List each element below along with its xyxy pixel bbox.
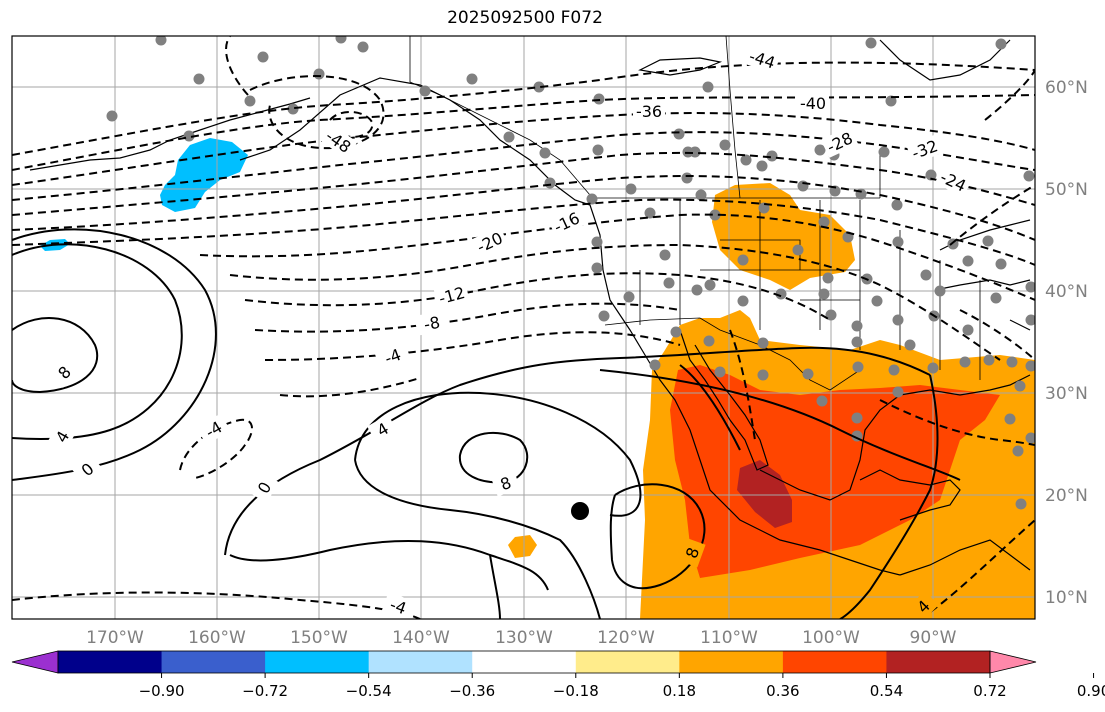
dark-red-region bbox=[737, 460, 792, 528]
lat-tick-label: 30°N bbox=[1045, 384, 1088, 404]
lon-tick-label: 160°W bbox=[188, 628, 246, 648]
orange-region-northern-plains bbox=[712, 183, 855, 290]
orange-spot-pacific bbox=[508, 535, 537, 558]
colorbar-segment bbox=[58, 651, 163, 673]
colorbar-tick-label: −0.90 bbox=[139, 682, 185, 700]
contour-label: -44 bbox=[747, 46, 778, 72]
anomaly-shading bbox=[40, 138, 1035, 619]
lon-tick-label: 100°W bbox=[802, 628, 860, 648]
colorbar-tick-label: −0.18 bbox=[553, 682, 599, 700]
colorbar-outline bbox=[57, 650, 991, 674]
dashed-contours bbox=[12, 36, 1035, 619]
latitude-ticks: 60°N 50°N 40°N 30°N 20°N 10°N bbox=[1045, 78, 1088, 608]
lon-tick-label: 130°W bbox=[495, 628, 553, 648]
lat-tick-label: 60°N bbox=[1045, 78, 1088, 98]
colorbar-extend-low bbox=[11, 650, 59, 674]
lat-tick-label: 10°N bbox=[1045, 588, 1088, 608]
colorbar-tick-label: −0.54 bbox=[346, 682, 392, 700]
colorbar-segment bbox=[265, 651, 370, 673]
solid-contours bbox=[12, 228, 961, 619]
contour-label: -8 bbox=[422, 313, 441, 334]
colorbar-ticks: −0.90 −0.72 −0.54 −0.36 −0.18 0.18 0.36 0.54 0.7… bbox=[139, 673, 1105, 700]
colorbar-segment bbox=[886, 651, 991, 673]
contour-label: -12 bbox=[437, 283, 467, 308]
lon-tick-label: 150°W bbox=[290, 628, 348, 648]
colorbar-tick-label: −0.36 bbox=[449, 682, 495, 700]
colorbar-tick-label: 0.90 bbox=[1077, 682, 1105, 700]
contour-label: -36 bbox=[636, 102, 662, 121]
lat-tick-label: 20°N bbox=[1045, 486, 1088, 506]
map-title: 2025092500 F072 bbox=[447, 8, 603, 28]
colorbar-segment bbox=[575, 651, 680, 673]
colorbar-segment bbox=[679, 651, 784, 673]
lon-tick-label: 120°W bbox=[597, 628, 655, 648]
lon-tick-label: 140°W bbox=[392, 628, 450, 648]
contour-label: -40 bbox=[800, 94, 826, 113]
colorbar-tick-label: 0.36 bbox=[766, 682, 799, 700]
contour-label: -4 bbox=[387, 595, 408, 618]
colorbar-segment bbox=[782, 651, 887, 673]
colorbar-extend-high bbox=[989, 650, 1037, 674]
colorbar-segments bbox=[11, 650, 1037, 674]
map-frame bbox=[11, 35, 1036, 620]
colorbar-tick-label: 0.72 bbox=[973, 682, 1006, 700]
colorbar-tick-label: −0.72 bbox=[242, 682, 288, 700]
colorbar-tick-label: 0.18 bbox=[663, 682, 696, 700]
colorbar-tick-label: 0.54 bbox=[870, 682, 903, 700]
marker-dot bbox=[571, 502, 589, 520]
lat-tick-label: 40°N bbox=[1045, 282, 1088, 302]
colorbar-segment bbox=[161, 651, 266, 673]
map-area: -44 -40 -36 -48 -32 -28 -24 -20 -16 -12 … bbox=[12, 36, 1035, 619]
colorbar-segment bbox=[368, 651, 473, 673]
lat-tick-label: 50°N bbox=[1045, 180, 1088, 200]
longitude-ticks: 170°W 160°W 150°W 140°W 130°W 120°W 110°… bbox=[86, 628, 957, 648]
contour-label: -4 bbox=[382, 345, 403, 368]
lon-tick-label: 90°W bbox=[910, 628, 957, 648]
colorbar-segment bbox=[472, 651, 577, 673]
lon-tick-label: 110°W bbox=[700, 628, 758, 648]
lon-tick-label: 170°W bbox=[86, 628, 144, 648]
blue-region-alaska-peninsula bbox=[160, 138, 248, 212]
colorbar: −0.90 −0.72 −0.54 −0.36 −0.18 0.18 0.36 0.54 0.7… bbox=[11, 650, 1105, 700]
